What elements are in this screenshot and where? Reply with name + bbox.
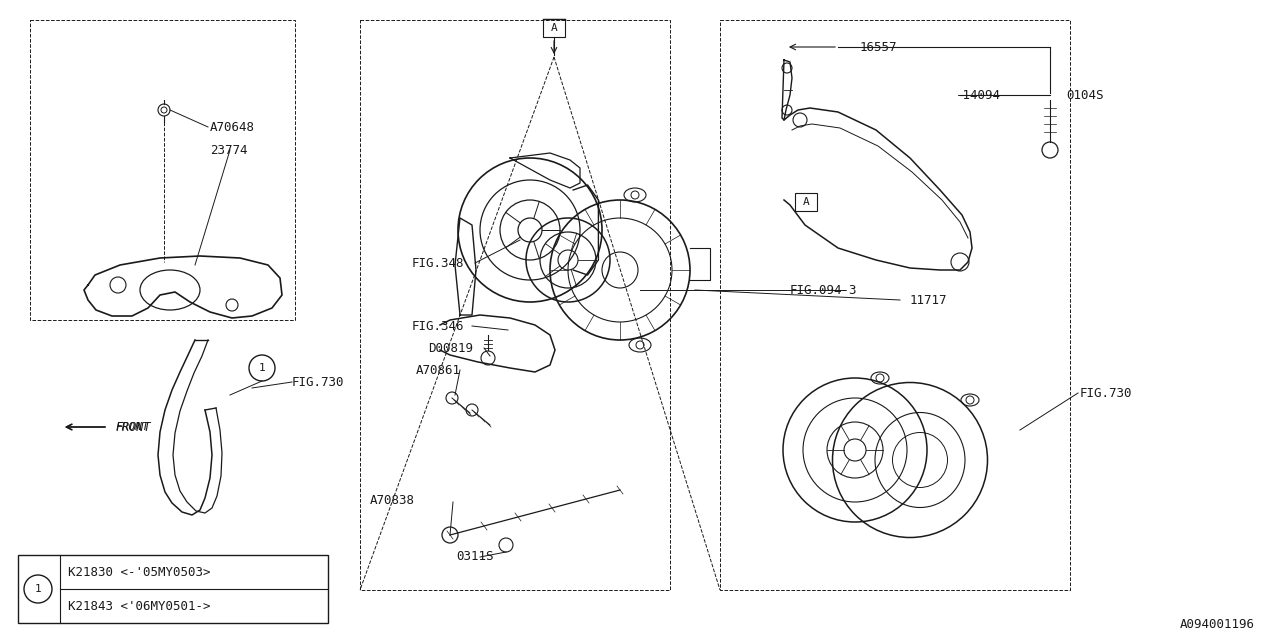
Text: D00819: D00819 bbox=[428, 342, 474, 355]
Text: A094001196: A094001196 bbox=[1180, 618, 1254, 630]
Text: 1: 1 bbox=[35, 584, 41, 594]
Text: FIG.094-3: FIG.094-3 bbox=[790, 284, 858, 296]
Text: -14094: -14094 bbox=[956, 88, 1001, 102]
Text: A: A bbox=[803, 197, 809, 207]
Text: A70648: A70648 bbox=[210, 120, 255, 134]
Text: FRONT: FRONT bbox=[115, 420, 151, 433]
Text: K21843 <'06MY0501->: K21843 <'06MY0501-> bbox=[68, 600, 210, 612]
Text: 11717: 11717 bbox=[910, 294, 947, 307]
Text: 0104S: 0104S bbox=[1066, 88, 1103, 102]
Text: 1: 1 bbox=[259, 363, 265, 373]
Text: FIG.730: FIG.730 bbox=[1080, 387, 1133, 399]
Text: FIG.346: FIG.346 bbox=[412, 319, 465, 333]
Text: A70838: A70838 bbox=[370, 493, 415, 506]
Text: FIG.730: FIG.730 bbox=[292, 376, 344, 388]
Text: A: A bbox=[550, 23, 557, 33]
Text: FRONT: FRONT bbox=[115, 422, 148, 432]
Text: A70861: A70861 bbox=[416, 364, 461, 376]
Text: 23774: 23774 bbox=[210, 143, 247, 157]
Text: 16557: 16557 bbox=[860, 40, 897, 54]
FancyBboxPatch shape bbox=[18, 555, 328, 623]
Text: 0311S: 0311S bbox=[456, 550, 494, 563]
Text: FIG.348: FIG.348 bbox=[412, 257, 465, 269]
Text: K21830 <-'05MY0503>: K21830 <-'05MY0503> bbox=[68, 566, 210, 579]
